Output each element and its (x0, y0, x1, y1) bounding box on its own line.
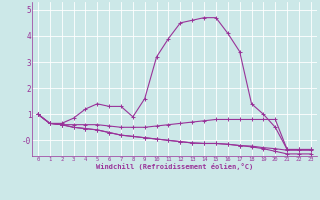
X-axis label: Windchill (Refroidissement éolien,°C): Windchill (Refroidissement éolien,°C) (96, 163, 253, 170)
